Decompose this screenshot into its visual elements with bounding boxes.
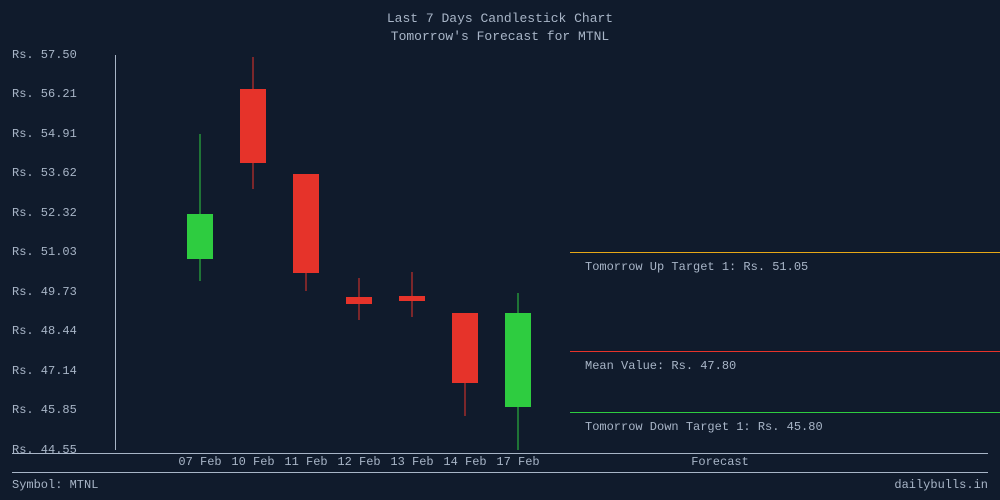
x-tick-label: 10 Feb [231, 455, 274, 469]
x-tick-label: 11 Feb [284, 455, 327, 469]
target-label-down: Tomorrow Down Target 1: Rs. 45.80 [585, 420, 823, 434]
y-tick-label: Rs. 47.14 [12, 364, 77, 378]
y-tick-label: Rs. 45.85 [12, 403, 77, 417]
x-axis-line-2 [12, 472, 988, 473]
x-tick-label: 12 Feb [337, 455, 380, 469]
target-label-up: Tomorrow Up Target 1: Rs. 51.05 [585, 260, 808, 274]
x-axis-line [12, 453, 988, 454]
brand-label: dailybulls.in [894, 478, 988, 492]
y-axis-labels: Rs. 57.50Rs. 56.21Rs. 54.91Rs. 53.62Rs. … [12, 55, 107, 455]
candle-body [293, 174, 319, 273]
candle [399, 55, 425, 450]
x-tick-label: 14 Feb [443, 455, 486, 469]
candle [346, 55, 372, 450]
candlestick-chart: Rs. 57.50Rs. 56.21Rs. 54.91Rs. 53.62Rs. … [0, 55, 1000, 455]
y-tick-label: Rs. 44.55 [12, 443, 77, 457]
y-tick-label: Rs. 52.32 [12, 206, 77, 220]
candle [505, 55, 531, 450]
x-tick-label: 17 Feb [496, 455, 539, 469]
y-tick-label: Rs. 56.21 [12, 87, 77, 101]
y-tick-label: Rs. 53.62 [12, 166, 77, 180]
y-tick-label: Rs. 48.44 [12, 324, 77, 338]
candle-body [505, 313, 531, 408]
candle-body [346, 297, 372, 303]
chart-title: Last 7 Days Candlestick Chart Tomorrow's… [0, 0, 1000, 46]
candle-body [452, 313, 478, 383]
candle [240, 55, 266, 450]
y-tick-label: Rs. 54.91 [12, 127, 77, 141]
target-line-mean [570, 351, 1000, 352]
candle [293, 55, 319, 450]
plot-area: Tomorrow Up Target 1: Rs. 51.05 Mean Valu… [115, 55, 1000, 450]
symbol-label: Symbol: MTNL [12, 478, 98, 492]
candle [187, 55, 213, 450]
candle [452, 55, 478, 450]
candle-wick [412, 272, 413, 318]
candle-body [187, 214, 213, 260]
y-tick-label: Rs. 51.03 [12, 245, 77, 259]
target-line-down [570, 412, 1000, 413]
target-line-up [570, 252, 1000, 253]
forecast-label: Forecast [691, 455, 749, 469]
footer-bar: Symbol: MTNL dailybulls.in [12, 478, 988, 492]
x-tick-label: 13 Feb [390, 455, 433, 469]
y-tick-label: Rs. 49.73 [12, 285, 77, 299]
candle-body [399, 296, 425, 301]
candle-body [240, 89, 266, 164]
target-label-mean: Mean Value: Rs. 47.80 [585, 359, 736, 373]
x-tick-label: 07 Feb [178, 455, 221, 469]
title-line-1: Last 7 Days Candlestick Chart [0, 10, 1000, 28]
title-line-2: Tomorrow's Forecast for MTNL [0, 28, 1000, 46]
y-tick-label: Rs. 57.50 [12, 48, 77, 62]
